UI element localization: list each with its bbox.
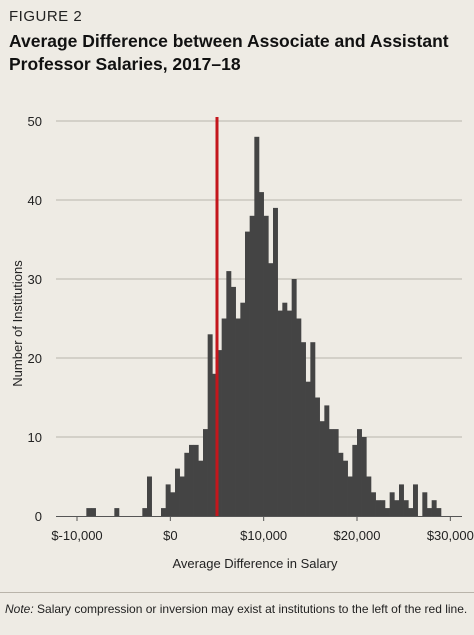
histogram-bar (86, 508, 92, 516)
histogram-bar (366, 476, 372, 516)
histogram-bar (254, 136, 260, 517)
x-axis-label: Average Difference in Salary (172, 556, 338, 571)
histogram-bar (161, 508, 166, 516)
chart-note: Note: Salary compression or inversion ma… (5, 602, 469, 617)
histogram-bar (301, 342, 306, 516)
histogram-bars (86, 136, 442, 517)
histogram-bar (245, 231, 250, 516)
note-label: Note: (5, 602, 34, 616)
histogram-bar (380, 500, 386, 516)
histogram-bar (291, 279, 297, 516)
histogram-bar (263, 215, 269, 517)
figure-label: FIGURE 2 (9, 8, 83, 25)
histogram-bar (179, 476, 185, 516)
y-axis-label: Number of Institutions (10, 260, 25, 387)
y-tick-label-10: 10 (28, 430, 42, 445)
histogram-bar (231, 286, 236, 516)
histogram-bar (221, 318, 227, 516)
histogram-bar (114, 508, 120, 516)
histogram-bar (352, 444, 358, 516)
histogram-bar (310, 342, 316, 516)
histogram-bar (217, 350, 222, 516)
histogram-bar (273, 207, 278, 516)
y-tick-label-40: 40 (28, 193, 42, 208)
histogram-bar (91, 508, 96, 516)
histogram-chart: 0 10 20 30 40 50 $-10,000 $0 $10,000 $20,000 $30,… (10, 114, 474, 571)
histogram-bar (375, 500, 381, 516)
y-tick-label-20: 20 (28, 351, 42, 366)
histogram-bar (259, 192, 264, 516)
histogram-bar (305, 381, 311, 516)
histogram-bar (413, 484, 418, 516)
y-tick-label-30: 30 (28, 272, 42, 287)
histogram-bar (427, 508, 432, 516)
histogram-bar (389, 492, 395, 516)
histogram-bar (357, 429, 362, 516)
y-tick-label-0: 0 (35, 509, 42, 524)
histogram-bar (394, 500, 400, 516)
histogram-bar (324, 405, 330, 516)
histogram-bar (361, 437, 367, 516)
histogram-bar (371, 492, 376, 516)
histogram-bar (385, 508, 390, 516)
x-tick-label: $-10,000 (51, 528, 102, 543)
x-tick-label: $10,000 (240, 528, 287, 543)
x-tick-label: $30,000 (427, 528, 474, 543)
histogram-bar (431, 500, 437, 516)
histogram-bar (436, 508, 442, 516)
histogram-bar (203, 429, 208, 516)
histogram-bar (296, 318, 302, 516)
histogram-bar (240, 302, 246, 516)
histogram-bar (329, 429, 334, 516)
histogram-bar (142, 508, 148, 516)
histogram-bar (287, 310, 292, 516)
histogram-bar (282, 302, 288, 516)
histogram-bar (193, 444, 199, 516)
histogram-bar (226, 271, 232, 516)
histogram-bar (235, 318, 241, 516)
histogram-bar (198, 460, 204, 516)
histogram-bar (422, 492, 428, 516)
x-tick-label: $20,000 (334, 528, 381, 543)
histogram-bar (347, 476, 353, 516)
histogram-bar (189, 444, 194, 516)
histogram-bar (408, 508, 414, 516)
histogram-bar (343, 460, 348, 516)
histogram-bar (170, 492, 176, 516)
x-axis-tick-labels: $-10,000 $0 $10,000 $20,000 $30,000 (51, 516, 474, 543)
chart-title: Average Difference between Associate and… (9, 31, 449, 74)
histogram-bar (175, 468, 180, 516)
histogram-bar (147, 476, 152, 516)
histogram-bar (165, 484, 171, 516)
x-tick-label: $0 (163, 528, 177, 543)
histogram-bar (319, 421, 325, 516)
histogram-bar (333, 429, 339, 516)
histogram-bar (277, 310, 283, 516)
histogram-bar (249, 215, 255, 517)
note-text: Salary compression or inversion may exis… (33, 602, 468, 616)
histogram-bar (207, 334, 213, 516)
histogram-bar (315, 397, 320, 516)
y-tick-label-50: 50 (28, 114, 42, 129)
histogram-bar (184, 452, 190, 516)
histogram-bar (212, 373, 218, 516)
histogram-bar (338, 452, 344, 516)
footer-divider (0, 592, 474, 593)
histogram-bar (399, 484, 404, 516)
y-axis-tick-labels: 0 10 20 30 40 50 (28, 114, 42, 524)
histogram-bar (403, 500, 409, 516)
histogram-bar (268, 263, 274, 516)
